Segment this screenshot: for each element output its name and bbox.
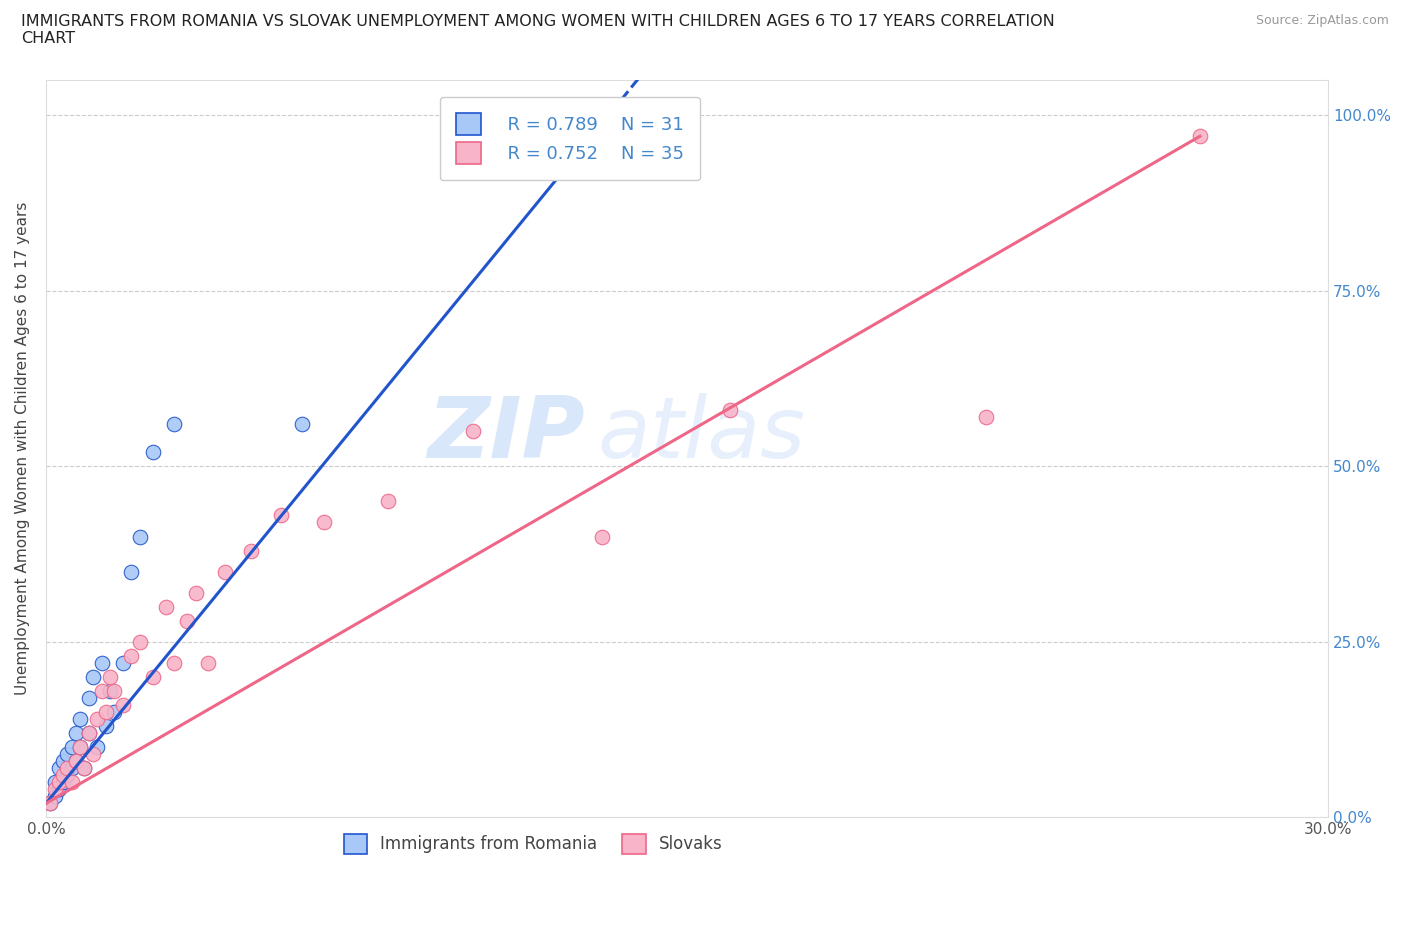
Point (77, 725, 100, 740)
Point (44, 789, 66, 804)
Point (65, 725, 87, 740)
Point (377, 494, 399, 509)
Point (163, 417, 186, 432)
Text: atlas: atlas (598, 392, 806, 475)
Point (48, 761, 70, 776)
Point (591, 529, 613, 544)
Point (240, 543, 263, 558)
Point (197, 656, 219, 671)
Point (69, 711, 91, 726)
Point (94, 719, 117, 734)
Text: Source: ZipAtlas.com: Source: ZipAtlas.com (1256, 14, 1389, 27)
Point (974, 410, 997, 425)
Point (129, 634, 152, 649)
Point (73, 761, 96, 776)
Text: ZIP: ZIP (427, 392, 585, 475)
Point (73, 761, 96, 776)
Point (312, 515, 335, 530)
Point (60, 761, 83, 776)
Point (184, 585, 207, 600)
Y-axis label: Unemployment Among Women with Children Ages 6 to 17 years: Unemployment Among Women with Children A… (15, 202, 30, 696)
Point (718, 403, 741, 418)
Point (129, 529, 152, 544)
Point (94, 705, 117, 720)
Point (142, 670, 165, 684)
Point (86, 711, 108, 726)
Point (155, 599, 177, 614)
Legend: Immigrants from Romania, Slovaks: Immigrants from Romania, Slovaks (337, 827, 730, 860)
Point (142, 445, 165, 459)
Point (176, 614, 198, 629)
Point (103, 705, 125, 720)
Point (52, 754, 75, 769)
Point (98, 684, 121, 698)
Point (111, 656, 134, 671)
Point (547, 143, 569, 158)
Point (82, 670, 104, 684)
Point (60, 739, 83, 754)
Point (1188, 129, 1211, 144)
Point (52, 775, 75, 790)
Point (77, 725, 100, 740)
Point (98, 670, 121, 684)
Point (69, 739, 91, 754)
Point (270, 508, 292, 523)
Point (463, 424, 485, 439)
Point (48, 775, 70, 790)
Point (65, 754, 87, 769)
Point (291, 417, 314, 432)
Point (60, 775, 83, 790)
Point (69, 739, 91, 754)
Point (65, 754, 87, 769)
Point (52, 768, 75, 783)
Point (163, 656, 186, 671)
Point (39, 796, 62, 811)
Point (90, 656, 112, 671)
Point (44, 782, 66, 797)
Text: IMMIGRANTS FROM ROMANIA VS SLOVAK UNEMPLOYMENT AMONG WOMEN WITH CHILDREN AGES 6 : IMMIGRANTS FROM ROMANIA VS SLOVAK UNEMPL… (21, 14, 1054, 46)
Point (48, 782, 70, 797)
Point (120, 565, 142, 579)
Point (56, 761, 79, 776)
Point (77, 691, 100, 706)
Point (82, 747, 104, 762)
Point (56, 768, 79, 783)
Point (39, 796, 62, 811)
Point (90, 684, 112, 698)
Point (111, 698, 134, 712)
Point (120, 648, 142, 663)
Point (103, 684, 125, 698)
Point (44, 775, 66, 790)
Point (214, 565, 236, 579)
Point (86, 739, 108, 754)
Point (56, 747, 79, 762)
